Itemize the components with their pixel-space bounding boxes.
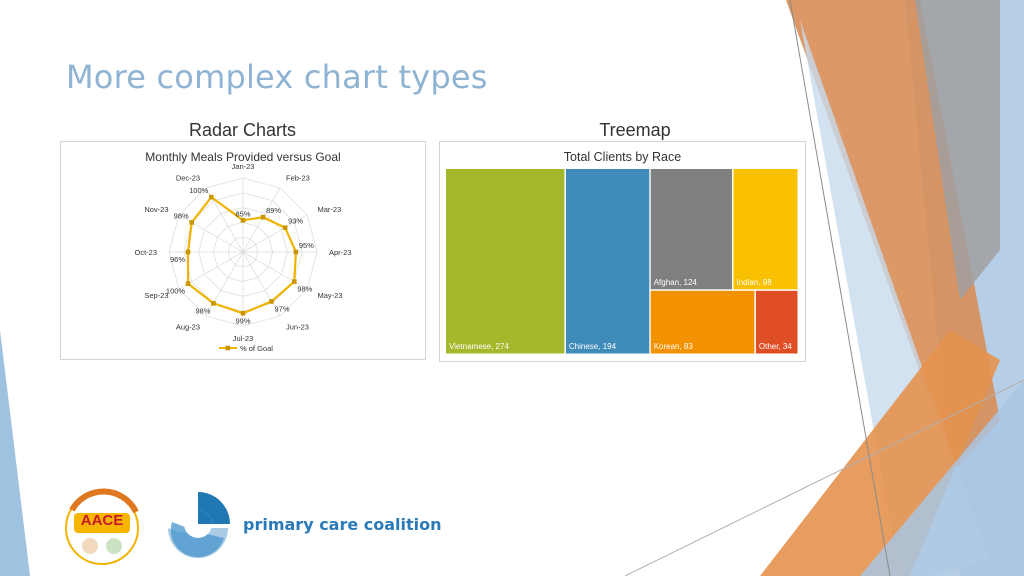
radar-data-label: 98%	[195, 306, 210, 315]
radar-data-label: 100%	[166, 287, 186, 296]
treemap-chart: Vietnamese, 274 Chinese, 194 Afghan, 124 In…	[446, 169, 798, 354]
radar-category-label: May-23	[318, 291, 343, 300]
radar-data-label: 93%	[288, 217, 303, 226]
radar-data-label: 100%	[189, 186, 209, 195]
treemap-tile-chinese	[565, 169, 650, 354]
treemap-tile-label: Indian, 98	[737, 278, 773, 287]
radar-data-label: 95%	[299, 241, 314, 250]
radar-heading: Radar Charts	[188, 120, 297, 140]
radar-spoke	[242, 187, 281, 253]
radar-category-label: Jun-23	[286, 323, 309, 332]
deco-blue-bottom	[860, 380, 1024, 576]
radar-point	[189, 220, 194, 225]
treemap-tile-indian	[733, 169, 798, 290]
radar-point	[240, 311, 246, 316]
radar-point	[282, 225, 288, 230]
deco-gray-top	[915, 0, 1000, 300]
radar-point	[185, 281, 191, 286]
radar-spoke	[242, 251, 281, 317]
radar-category-label: Jan-23	[232, 162, 255, 171]
treemap-tile-other	[755, 290, 798, 354]
radar-category-label: Dec-23	[176, 174, 200, 183]
radar-data-label: 99%	[235, 316, 250, 325]
radar-data-label: 96%	[170, 255, 185, 264]
radar-chart: Jan-23 Feb-23 Mar-23 Apr-23 May-23 Jun-23 Jul-…	[134, 162, 352, 353]
radar-point	[269, 299, 274, 304]
radar-category-label: Oct-23	[134, 248, 157, 257]
radar-category-label: Aug-23	[176, 323, 200, 332]
treemap-tile-label: Chinese, 194	[569, 342, 617, 351]
radar-category-label: Mar-23	[318, 205, 342, 214]
treemap-tile-afghan	[650, 169, 732, 290]
radar-legend-label: % of Goal	[240, 344, 273, 353]
treemap-tile-korean	[650, 290, 755, 354]
radar-category-label: Apr-23	[329, 248, 352, 257]
radar-category-label: Sep-23	[144, 291, 168, 300]
treemap-chart-title: Total Clients by Race	[563, 150, 682, 164]
deco-orange-bottom	[760, 330, 1000, 576]
radar-spoke	[242, 214, 308, 253]
radar-data-label: 97%	[275, 304, 290, 313]
deco-line-2	[624, 379, 1024, 576]
radar-point	[260, 214, 266, 220]
radar-point	[209, 194, 214, 200]
page-title: More complex chart types	[66, 58, 488, 96]
radar-point	[211, 301, 216, 306]
treemap-tile-label: Other, 34	[759, 342, 792, 351]
radar-point	[240, 218, 246, 223]
radar-point	[293, 249, 299, 255]
radar-data-label: 89%	[266, 206, 281, 215]
pcc-logo-icon	[168, 492, 230, 558]
radar-chart-panel: Monthly Meals Provided versus Goal Jan-2…	[60, 141, 426, 360]
radar-data-label: 85%	[235, 209, 250, 218]
deco-left-blue	[0, 330, 30, 576]
radar-category-label: Jul-23	[233, 334, 253, 343]
radar-legend-marker	[225, 345, 231, 351]
radar-point	[185, 249, 191, 255]
aace-logo-text: AACE	[80, 512, 124, 529]
aace-logo	[65, 488, 139, 565]
deco-line-1	[789, 0, 891, 576]
radar-data-label: 98%	[297, 285, 312, 294]
radar-chart-title: Monthly Meals Provided versus Goal	[145, 150, 341, 164]
treemap-tile-label: Korean, 83	[654, 342, 694, 351]
treemap-chart-panel: Total Clients by Race Vietnamese, 274 Chi…	[439, 141, 806, 362]
radar-data-label: 98%	[174, 211, 189, 220]
treemap-tile-label: Afghan, 124	[654, 278, 698, 287]
pcc-logo-text: primary care coalition	[243, 515, 442, 534]
radar-category-label: Feb-23	[286, 174, 310, 183]
treemap-tile-label: Vietnamese, 274	[449, 342, 509, 351]
treemap-tile-vietnamese	[446, 169, 565, 354]
radar-category-label: Nov-23	[144, 205, 168, 214]
treemap-heading: Treemap	[599, 120, 671, 140]
radar-point	[292, 279, 297, 284]
